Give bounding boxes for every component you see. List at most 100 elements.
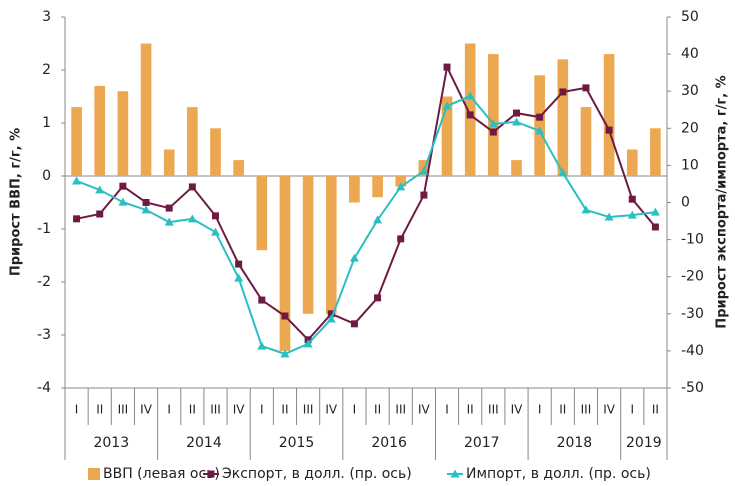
x-tick-label: II [374, 403, 381, 417]
point [211, 227, 220, 236]
point [165, 204, 173, 212]
bar [626, 149, 638, 176]
bar [325, 176, 337, 314]
bar [464, 43, 476, 176]
point [396, 182, 406, 191]
point [142, 199, 150, 206]
line [76, 63, 657, 342]
x-tick-label: IV [140, 403, 153, 417]
x-tick-label: III [210, 403, 221, 417]
point [420, 191, 428, 199]
point [466, 111, 474, 119]
y2-tick-label: 0 [681, 195, 690, 211]
y2-tick-label: -20 [681, 269, 704, 285]
bar [349, 176, 360, 203]
x-group-label: 2019 [626, 435, 662, 451]
point [536, 113, 544, 121]
bar [534, 75, 545, 176]
bar [256, 176, 268, 251]
bar [557, 59, 569, 176]
point [326, 314, 336, 323]
bar [511, 160, 522, 176]
x-tick-label: IV [603, 403, 616, 417]
point [419, 166, 429, 175]
bar [71, 107, 82, 176]
point [235, 260, 243, 268]
x-tick-label: IV [511, 403, 524, 417]
point [443, 63, 451, 71]
bar [117, 91, 129, 176]
y2-tick-label: -10 [681, 232, 704, 248]
bar [233, 160, 244, 176]
point [604, 212, 614, 221]
x-tick-label: I [75, 403, 79, 417]
legend-marker [207, 470, 215, 478]
point [73, 215, 81, 223]
y-tick-label: 1 [42, 115, 51, 131]
x-tick-label: II [467, 403, 474, 417]
x-tick-label: II [652, 403, 659, 417]
x-tick-label: I [353, 403, 357, 417]
bar [187, 107, 198, 176]
point [187, 214, 197, 223]
legend-marker [450, 469, 460, 478]
legend-label: ВВП (левая ось) [103, 466, 220, 482]
bar [94, 85, 106, 176]
y-axis-title: Прирост ВВП, г/г, % [9, 128, 24, 276]
y2-tick-label: 30 [681, 83, 699, 99]
point [72, 176, 82, 185]
y2-tick-label: -30 [681, 306, 704, 322]
bar [210, 128, 221, 176]
point [258, 296, 266, 304]
line [76, 94, 656, 355]
bar [441, 96, 453, 176]
point [627, 210, 637, 219]
point [141, 205, 151, 214]
x-tick-label: IV [418, 403, 431, 417]
y2-tick-label: 20 [681, 120, 699, 136]
x-tick-label: III [118, 403, 129, 417]
x-tick-label: II [281, 403, 288, 417]
point [303, 339, 313, 348]
point [349, 253, 359, 262]
point [581, 205, 591, 214]
point [164, 217, 174, 226]
bar [580, 107, 592, 176]
point [535, 126, 545, 135]
point [488, 119, 498, 128]
point [188, 183, 196, 191]
point [465, 91, 475, 100]
point [512, 117, 521, 126]
bar [302, 176, 314, 314]
point [582, 84, 590, 92]
point [234, 273, 244, 282]
x-tick-label: IV [325, 403, 338, 417]
point [605, 126, 613, 134]
y2-axis-title: Прирост экспорта/импорта, г/г, % [715, 75, 730, 328]
legend-label: Экспорт, в долл. (пр. ось) [222, 466, 412, 482]
point [96, 210, 104, 218]
point [281, 312, 289, 320]
point [650, 207, 660, 216]
y2-tick-label: 10 [681, 157, 699, 173]
x-group-label: 2015 [279, 435, 315, 451]
point [280, 349, 290, 358]
point [489, 128, 497, 136]
point [513, 109, 520, 117]
point [373, 215, 383, 224]
point [628, 195, 636, 203]
y2-tick-label: 40 [681, 46, 699, 62]
x-group-label: 2014 [186, 435, 222, 451]
x-tick-label: I [167, 403, 171, 417]
x-tick-label: I [260, 403, 264, 417]
y-tick-label: -3 [37, 327, 51, 343]
legend-swatch [88, 468, 100, 480]
point [651, 223, 659, 231]
point [212, 212, 219, 220]
x-tick-label: I [630, 403, 634, 417]
y-tick-label: 2 [42, 62, 51, 78]
x-tick-label: III [303, 403, 314, 417]
bar [140, 43, 152, 176]
point [442, 101, 452, 110]
bar [603, 54, 615, 176]
